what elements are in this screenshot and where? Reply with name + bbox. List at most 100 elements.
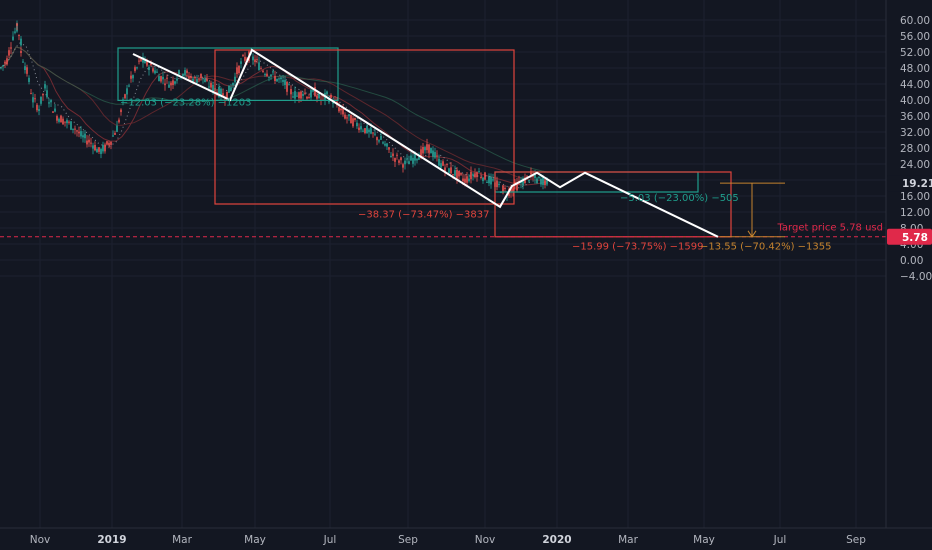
candle-body: [304, 92, 306, 94]
x-axis[interactable]: Nov 2019 Mar May Jul Sep Nov 2020 Mar May Jul Sep: [0, 527, 932, 546]
y-tick-label: 44.00: [900, 79, 930, 91]
candle-body: [26, 67, 28, 74]
candle-body: [212, 84, 214, 92]
candle-body: [348, 114, 350, 117]
candle-body: [422, 147, 424, 154]
candle-body: [470, 171, 472, 180]
candle-body: [100, 149, 102, 154]
candle-body: [390, 155, 392, 158]
candle-body: [406, 158, 408, 160]
measure-box-teal-1[interactable]: [117, 47, 339, 102]
candle-body: [540, 178, 542, 185]
candle-body: [20, 50, 22, 54]
candle-body: [268, 76, 270, 78]
target-price-tag: [887, 228, 932, 245]
candle-body: [104, 144, 106, 152]
y-axis[interactable]: 60.00 56.00 52.00 48.00 44.00 40.00 36.00 32.00…: [885, 0, 932, 528]
candle-body: [286, 81, 288, 92]
candle-body: [260, 68, 262, 70]
candle-body: [288, 84, 290, 86]
candle-body: [108, 142, 110, 146]
candle-body: [184, 70, 186, 76]
candle-body: [526, 175, 528, 177]
candle-body: [204, 79, 206, 83]
candle-body: [432, 150, 434, 157]
candle-body: [12, 36, 14, 40]
measure-box-red-1[interactable]: [214, 49, 515, 205]
candle-body: [448, 168, 450, 173]
target-price-value: 5.78: [902, 232, 928, 244]
y-tick-label: 36.00: [900, 111, 930, 123]
candle-body: [488, 176, 490, 184]
candle-body: [424, 147, 426, 151]
candle-body: [408, 161, 410, 165]
candle-body: [144, 58, 146, 64]
wave-lines[interactable]: [132, 48, 719, 238]
candle-body: [52, 111, 54, 113]
candle-body: [530, 170, 532, 175]
candle-body: [456, 169, 458, 179]
y-tick-label: 40.00: [900, 95, 930, 107]
moving-averages: [0, 42, 549, 189]
last-price-value: 19.21: [902, 178, 932, 190]
candle-body: [374, 133, 376, 135]
candle-body: [30, 93, 32, 95]
candle-body: [40, 96, 42, 104]
candle-body: [496, 180, 498, 188]
candle-body: [382, 142, 384, 144]
wave-projection-line[interactable]: [132, 48, 719, 238]
y-tick-label: 12.00: [900, 207, 930, 219]
candle-body: [344, 114, 346, 119]
candle-body: [340, 108, 342, 111]
candle-body: [310, 90, 312, 98]
candle-body: [102, 145, 104, 152]
candle-body: [32, 97, 34, 103]
x-tick-label: Jul: [773, 534, 787, 546]
candle-body: [92, 145, 94, 149]
candle-body: [188, 76, 190, 79]
candle-body: [258, 62, 260, 71]
candle-body: [2, 65, 4, 67]
candle-body: [380, 135, 382, 140]
candle-body: [394, 158, 396, 162]
candle-body: [510, 188, 512, 193]
candle-body: [134, 67, 136, 71]
candle-body: [72, 128, 74, 130]
annotations: −12.03 (−23.28%) −1203 −38.37 (−73.47%) −…: [120, 98, 883, 253]
candle-body: [378, 140, 380, 142]
candle-body: [148, 66, 150, 71]
candle-body: [4, 61, 6, 64]
candle-body: [302, 93, 304, 96]
candle-body: [154, 70, 156, 74]
candle-body: [36, 104, 38, 111]
candle-body: [352, 118, 354, 127]
candle-body: [58, 118, 60, 122]
candle-body: [274, 75, 276, 82]
candle-body: [34, 98, 36, 100]
moving-average-line: [0, 46, 549, 186]
candle-body: [228, 85, 230, 93]
candle-body: [284, 80, 286, 86]
candle-body: [62, 118, 64, 125]
candle-body: [166, 77, 168, 79]
candle-body: [170, 82, 172, 86]
candle-body: [428, 144, 430, 153]
candle-body: [124, 94, 126, 99]
candle-body: [272, 71, 274, 73]
candle-body: [120, 109, 122, 113]
candle-body: [296, 95, 298, 97]
candle-body: [68, 121, 70, 123]
candle-body: [118, 119, 120, 123]
candle-body: [8, 50, 10, 56]
candle-body: [90, 142, 92, 144]
candle-body: [10, 47, 12, 49]
candle-body: [332, 102, 334, 104]
candle-body: [48, 102, 50, 104]
candle-body: [472, 174, 474, 176]
candle-body: [232, 82, 234, 86]
candle-body: [56, 116, 58, 121]
candle-body: [208, 86, 210, 88]
candle-body: [442, 161, 444, 166]
candle-body: [388, 147, 390, 150]
